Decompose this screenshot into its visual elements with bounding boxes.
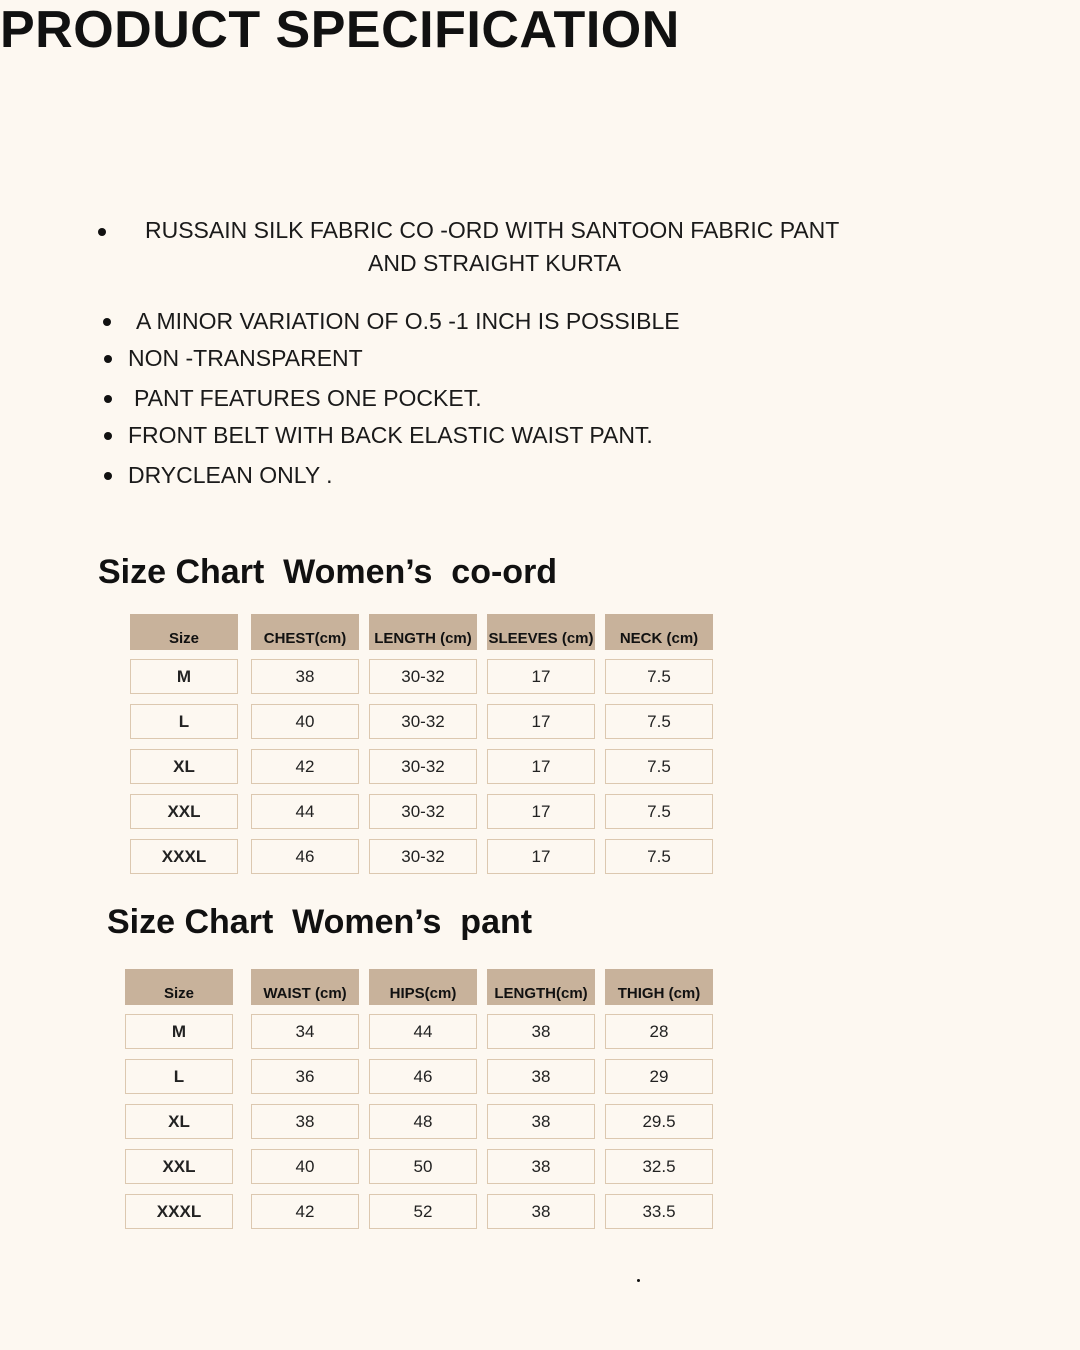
table-cell: 17 [487, 659, 595, 694]
spec-bullet-fabric-line2: AND STRAIGHT KURTA [368, 250, 622, 276]
column-header: LENGTH(cm) [487, 969, 595, 1005]
table-cell: 30-32 [369, 704, 477, 739]
table-cell: 38 [487, 1149, 595, 1184]
table-cell: 29 [605, 1059, 713, 1094]
size-cell: XL [130, 749, 238, 784]
bullet-icon [104, 355, 112, 363]
table-cell: 7.5 [605, 839, 713, 874]
table-cell: 38 [487, 1014, 595, 1049]
size-cell: L [130, 704, 238, 739]
table-cell: 42 [251, 749, 359, 784]
column-header: Size [130, 614, 238, 650]
size-cell: M [125, 1014, 233, 1049]
bullet-icon [104, 472, 112, 480]
table-cell: 7.5 [605, 704, 713, 739]
column-header: WAIST (cm) [251, 969, 359, 1005]
table-cell: 46 [369, 1059, 477, 1094]
size-cell: M [130, 659, 238, 694]
bullet-icon [103, 318, 111, 326]
table-cell: 38 [251, 659, 359, 694]
table-cell: 34 [251, 1014, 359, 1049]
table-cell: 17 [487, 839, 595, 874]
size-cell: XXXL [125, 1194, 233, 1229]
dot-mark [637, 1279, 640, 1282]
page-title: PRODUCT SPECIFICATION [0, 1, 680, 59]
table-cell: 48 [369, 1104, 477, 1139]
column-header: SLEEVES (cm) [487, 614, 595, 650]
column-header: CHEST(cm) [251, 614, 359, 650]
table-cell: 30-32 [369, 839, 477, 874]
spec-bullet: PANT FEATURES ONE POCKET. [134, 385, 482, 411]
table-cell: 36 [251, 1059, 359, 1094]
pant-size-chart-heading: Size Chart Women’s pant [107, 903, 533, 941]
table-cell: 28 [605, 1014, 713, 1049]
table-cell: 52 [369, 1194, 477, 1229]
table-cell: 50 [369, 1149, 477, 1184]
spec-bullet: NON -TRANSPARENT [128, 345, 363, 371]
table-cell: 33.5 [605, 1194, 713, 1229]
table-cell: 44 [251, 794, 359, 829]
size-cell: XXL [130, 794, 238, 829]
column-header: THIGH (cm) [605, 969, 713, 1005]
table-cell: 38 [251, 1104, 359, 1139]
spec-bullet: DRYCLEAN ONLY . [128, 462, 333, 488]
bullet-icon [98, 228, 106, 236]
table-cell: 42 [251, 1194, 359, 1229]
table-cell: 17 [487, 749, 595, 784]
bullet-icon [104, 432, 112, 440]
table-cell: 7.5 [605, 794, 713, 829]
column-header: NECK (cm) [605, 614, 713, 650]
table-cell: 38 [487, 1059, 595, 1094]
size-cell: XXXL [130, 839, 238, 874]
spec-bullet: FRONT BELT WITH BACK ELASTIC WAIST PANT. [128, 422, 653, 448]
column-header: HIPS(cm) [369, 969, 477, 1005]
table-cell: 40 [251, 1149, 359, 1184]
table-cell: 46 [251, 839, 359, 874]
table-cell: 38 [487, 1104, 595, 1139]
table-cell: 7.5 [605, 659, 713, 694]
table-cell: 30-32 [369, 659, 477, 694]
size-cell: L [125, 1059, 233, 1094]
spec-bullet: A MINOR VARIATION OF O.5 -1 INCH IS POSS… [136, 308, 680, 334]
table-cell: 7.5 [605, 749, 713, 784]
size-cell: XXL [125, 1149, 233, 1184]
column-header: Size [125, 969, 233, 1005]
column-header: LENGTH (cm) [369, 614, 477, 650]
spec-bullet-fabric-line1: RUSSAIN SILK FABRIC CO -ORD WITH SANTOON… [145, 217, 840, 243]
size-cell: XL [125, 1104, 233, 1139]
table-cell: 32.5 [605, 1149, 713, 1184]
bullet-icon [104, 395, 112, 403]
table-cell: 30-32 [369, 749, 477, 784]
table-cell: 17 [487, 794, 595, 829]
coord-size-chart-heading: Size Chart Women’s co-ord [98, 553, 558, 591]
table-cell: 40 [251, 704, 359, 739]
table-cell: 38 [487, 1194, 595, 1229]
table-cell: 29.5 [605, 1104, 713, 1139]
table-cell: 17 [487, 704, 595, 739]
table-cell: 30-32 [369, 794, 477, 829]
table-cell: 44 [369, 1014, 477, 1049]
